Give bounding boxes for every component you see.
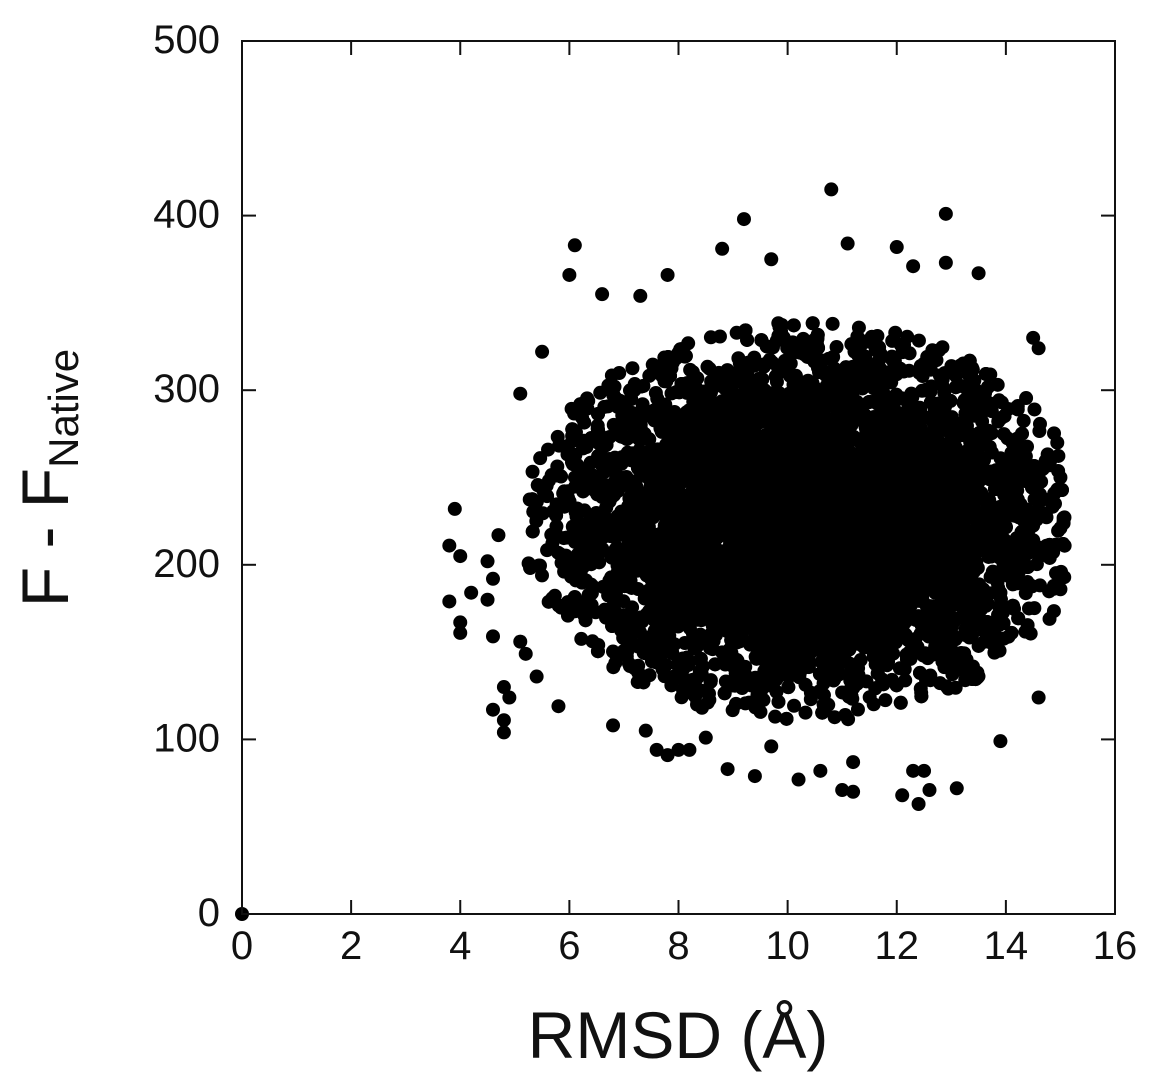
data-point xyxy=(925,343,940,358)
data-point xyxy=(798,705,813,720)
data-point xyxy=(541,442,556,457)
data-point xyxy=(903,651,918,666)
data-point xyxy=(700,359,715,374)
data-point xyxy=(637,591,652,606)
data-point xyxy=(838,707,853,722)
data-point xyxy=(769,684,784,699)
data-point xyxy=(993,592,1008,607)
data-point xyxy=(556,531,571,546)
data-point xyxy=(937,413,952,428)
data-point xyxy=(1027,402,1042,417)
data-point xyxy=(895,435,910,450)
data-point xyxy=(971,638,986,653)
data-points xyxy=(235,182,1072,921)
data-point xyxy=(872,340,887,355)
data-point xyxy=(612,366,627,381)
data-point xyxy=(825,316,840,331)
data-point xyxy=(768,709,783,724)
data-point xyxy=(1000,431,1015,446)
data-point xyxy=(525,464,540,479)
data-point xyxy=(1016,413,1031,428)
data-point xyxy=(866,697,881,712)
data-point xyxy=(832,410,847,425)
data-point xyxy=(755,372,770,387)
data-point xyxy=(792,670,807,685)
data-point xyxy=(1010,399,1025,414)
data-point xyxy=(712,329,727,344)
data-point xyxy=(878,693,893,708)
data-point xyxy=(829,340,844,355)
data-point xyxy=(1005,577,1020,592)
data-point xyxy=(947,614,962,629)
data-point xyxy=(827,710,842,725)
data-point xyxy=(1027,601,1042,616)
data-point xyxy=(753,704,768,719)
data-point xyxy=(851,320,866,335)
data-point xyxy=(593,385,608,400)
data-point xyxy=(1032,424,1047,439)
data-point xyxy=(925,647,940,662)
data-point xyxy=(1054,564,1069,579)
data-point xyxy=(576,484,591,499)
data-point xyxy=(725,703,740,718)
data-point xyxy=(911,333,926,348)
data-point xyxy=(995,605,1010,620)
data-point xyxy=(558,548,573,563)
data-point xyxy=(1050,435,1065,450)
data-point xyxy=(892,661,907,676)
data-point xyxy=(682,673,697,688)
data-point xyxy=(850,702,865,717)
data-point xyxy=(614,429,629,444)
data-point xyxy=(693,651,708,666)
data-point xyxy=(545,536,560,551)
data-point xyxy=(1004,625,1019,640)
data-point xyxy=(731,351,746,366)
data-point xyxy=(619,649,634,664)
data-point xyxy=(769,374,784,389)
data-point xyxy=(787,698,802,713)
data-point xyxy=(596,465,611,480)
data-point xyxy=(703,641,718,656)
data-point xyxy=(851,661,866,676)
data-point xyxy=(574,631,589,646)
data-point xyxy=(534,568,549,583)
data-point xyxy=(789,398,804,413)
data-point xyxy=(561,607,576,622)
data-point xyxy=(623,625,638,640)
data-point xyxy=(550,429,565,444)
